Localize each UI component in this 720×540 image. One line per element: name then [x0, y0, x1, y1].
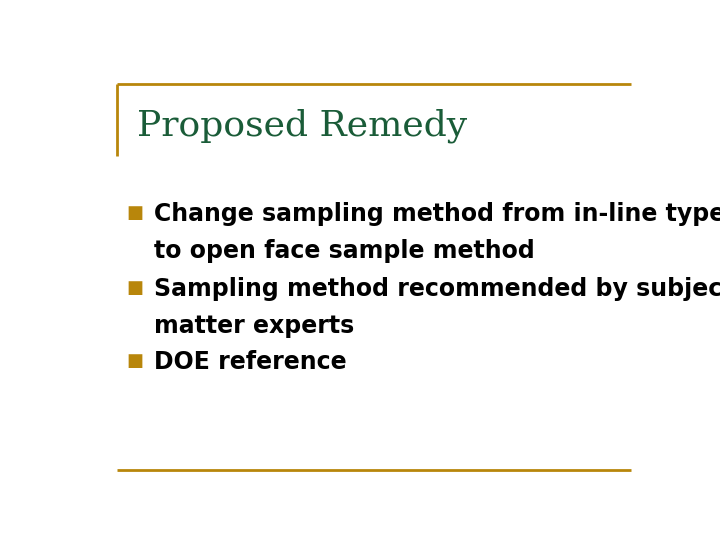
- Text: Proposed Remedy: Proposed Remedy: [138, 109, 467, 143]
- Text: ■: ■: [126, 279, 143, 297]
- Text: matter experts: matter experts: [154, 314, 354, 338]
- Text: Change sampling method from in-line type: Change sampling method from in-line type: [154, 202, 720, 226]
- Text: DOE reference: DOE reference: [154, 349, 347, 374]
- Text: ■: ■: [126, 204, 143, 222]
- Text: Sampling method recommended by subject: Sampling method recommended by subject: [154, 277, 720, 301]
- Text: ■: ■: [126, 352, 143, 370]
- Text: to open face sample method: to open face sample method: [154, 239, 535, 264]
